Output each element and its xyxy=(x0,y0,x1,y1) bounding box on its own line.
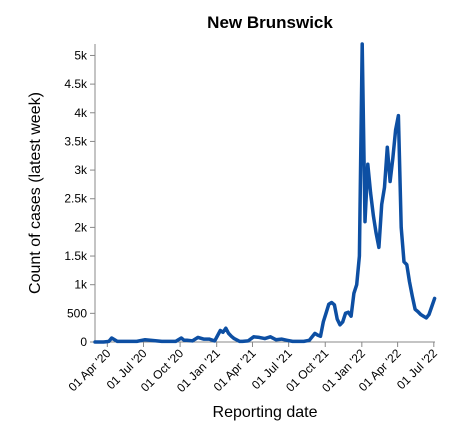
x-tick-label: 01 Jul '22 xyxy=(394,346,440,392)
y-tick-label: 500 xyxy=(67,306,87,320)
y-tick-label: 4k xyxy=(74,106,88,120)
y-tick-label: 4.5k xyxy=(64,77,88,91)
y-tick-label: 2.5k xyxy=(64,192,88,206)
y-tick-label: 2k xyxy=(74,220,88,234)
y-tick-label: 1k xyxy=(74,278,88,292)
y-tick-label: 5k xyxy=(74,48,88,62)
x-tick-label: 01 Apr '20 xyxy=(66,346,114,394)
x-axis-title: Reporting date xyxy=(213,404,318,421)
y-tick-label: 0 xyxy=(80,335,87,349)
y-axis: 0 500 1k 1.5k 2k 2.5k 3k 3.5k 4k 4.5k 5k xyxy=(64,44,96,349)
y-tick-label: 1.5k xyxy=(64,249,88,263)
y-tick-label: 3k xyxy=(74,163,88,177)
series-layer xyxy=(93,42,437,344)
series-line xyxy=(93,42,437,344)
chart-title: New Brunswick xyxy=(207,13,333,32)
y-tick-label: 3.5k xyxy=(64,134,88,148)
y-axis-title: Count of cases (latest week) xyxy=(27,92,44,294)
